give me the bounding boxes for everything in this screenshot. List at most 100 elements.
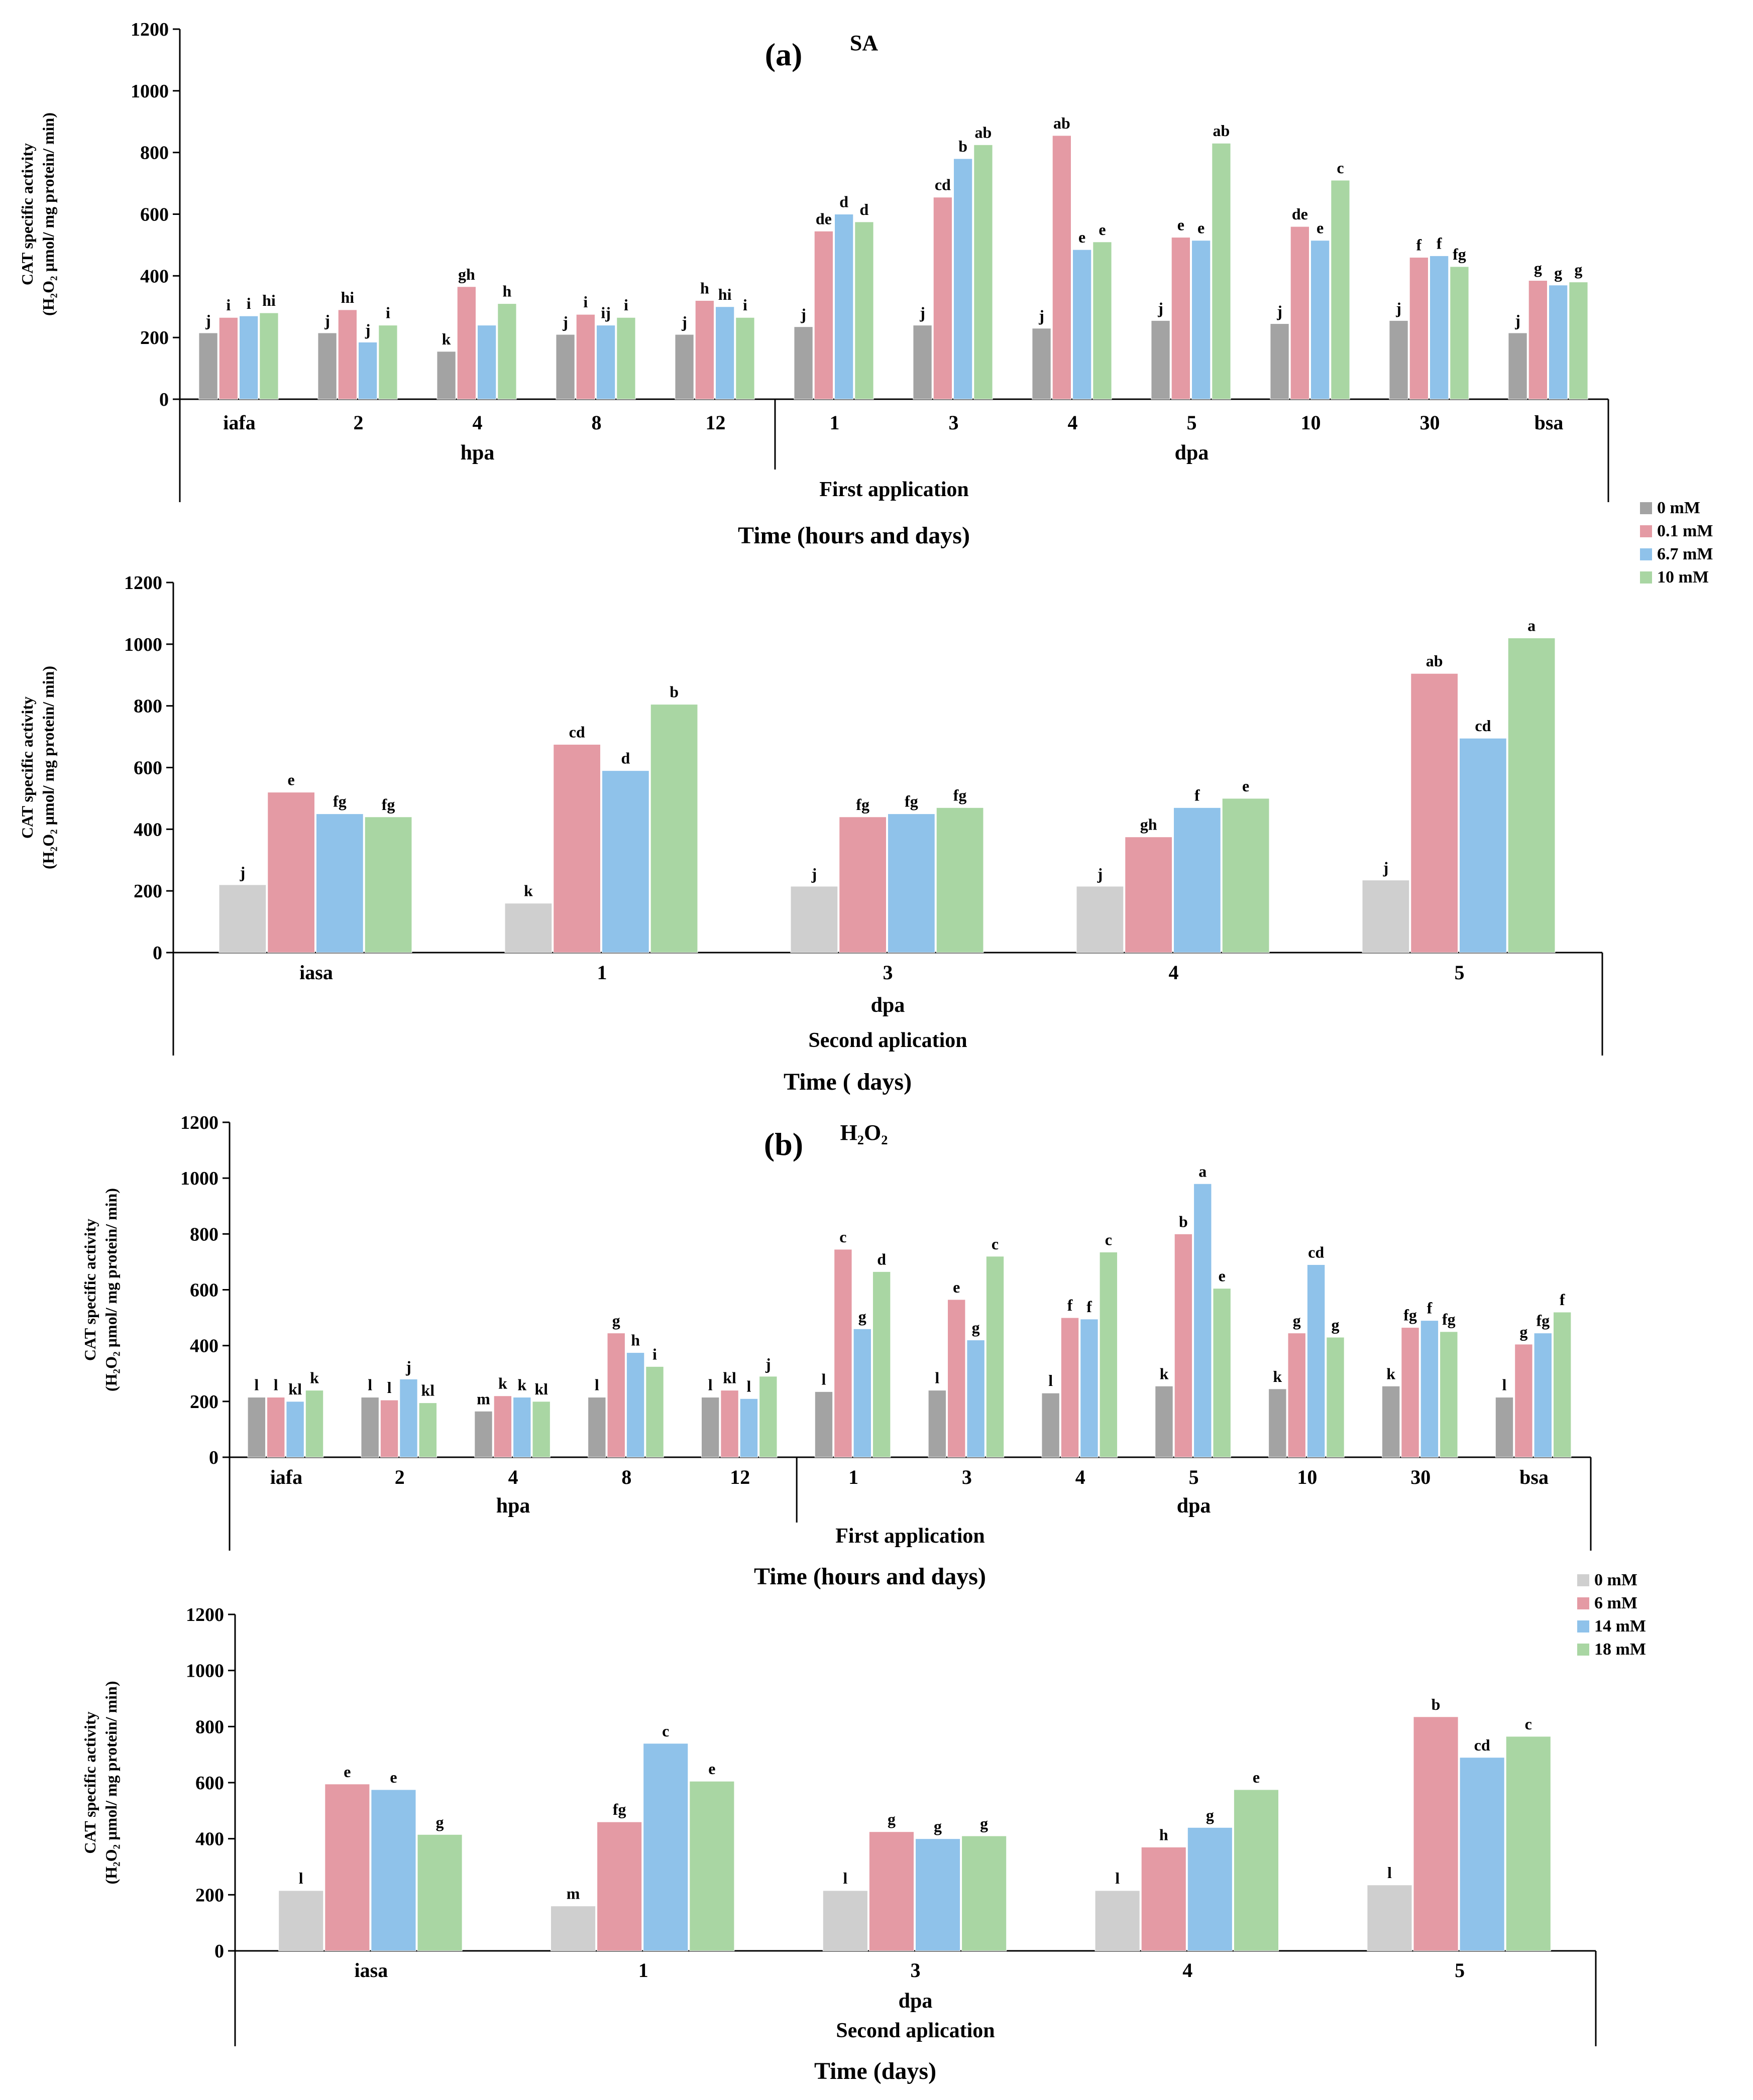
significance-letter: e [390,1768,397,1786]
significance-letter: a [1527,617,1536,635]
bar-b1-s3-c5 [872,1271,891,1458]
bar-b1-s3-c3 [645,1366,664,1458]
significance-letter: g [1206,1806,1214,1824]
bar-a1-s2-c9 [1310,240,1330,400]
x-axis-title: Time (hours and days) [754,1563,986,1590]
bar-b1-s1-c1 [380,1399,399,1458]
significance-letter: c [1525,1715,1532,1733]
significance-letter: h [631,1331,640,1349]
bar-a1-s0-c10 [1389,320,1408,400]
bar-b1-s1-c7 [1060,1317,1079,1458]
x-category-label: 8 [621,1466,631,1488]
significance-letter: j [205,311,211,329]
y-axis-label-line2: (H₂O₂ µmol/ mg protein/ min) [39,112,57,316]
significance-letter: fg [333,792,347,810]
y-tick-label: 600 [195,1773,224,1794]
bar-a1-s2-c8 [1191,240,1211,400]
y-axis-label-line2: (H₂O₂ µmol/ mg protein/ min) [102,1681,120,1884]
x-category-label: 1 [848,1466,858,1488]
bar-b1-s2-c2 [513,1396,531,1458]
significance-letter: c [839,1228,846,1246]
significance-letter: b [1432,1695,1441,1713]
significance-letter: j [324,311,330,329]
bar-a1-s2-c6 [953,158,973,400]
bar-b2-s0-c0 [278,1890,324,1951]
x-category-label: 30 [1410,1466,1431,1488]
bar-a1-s1-c0 [218,317,238,400]
bar-a2-s0-c3 [1076,886,1124,953]
y-tick-label: 800 [195,1716,224,1737]
bar-a2-s1-c1 [553,744,601,953]
significance-letter: e [1253,1768,1260,1786]
significance-letter: ab [1426,652,1443,670]
legend-item-label: 6 mM [1594,1594,1637,1612]
significance-letter: d [621,749,630,767]
panel-title: SA [850,31,878,55]
significance-letter: g [934,1817,942,1835]
bar-b1-s0-c5 [814,1391,833,1458]
x-category-label: 10 [1297,1466,1317,1488]
bar-a2-s1-c2 [839,816,887,953]
significance-letter: k [1273,1367,1282,1385]
significance-letter: m [477,1389,490,1408]
significance-letter: j [811,865,817,883]
significance-letter: l [299,1869,303,1887]
significance-letter: fg [382,795,395,813]
bar-b2-s2-c2 [915,1838,961,1951]
bar-b1-s1-c8 [1174,1233,1193,1458]
significance-letter: j [1038,307,1044,325]
significance-letter: j [240,863,246,881]
significance-letter: e [1219,1267,1226,1285]
y-tick-label: 200 [195,1885,224,1906]
bar-b1-s1-c2 [493,1395,512,1458]
x-category-label: iafa [270,1466,302,1488]
significance-letter: d [839,193,848,211]
significance-letter: g [980,1814,988,1832]
bar-a1-s0-c5 [794,326,813,400]
y-axis-label: CAT specific activity (H₂O₂ µmol/ mg prot… [18,666,57,869]
section-label: Second aplication [836,2019,995,2042]
significance-letter: cd [1475,717,1491,735]
bar-b1-s3-c9 [1326,1337,1345,1458]
bar-b1-s0-c10 [1381,1385,1400,1458]
x-category-label: 30 [1420,411,1440,434]
bar-b1-s1-c6 [947,1299,966,1458]
significance-letter: e [1242,777,1249,795]
y-tick-label: 800 [190,1224,218,1245]
significance-letter: j [919,304,925,322]
bar-b1-s2-c1 [399,1378,418,1458]
y-tick-label: 1200 [131,19,169,40]
significance-letter: j [681,313,687,331]
y-tick-label: 1200 [186,1604,224,1625]
significance-letter: de [1292,205,1308,223]
significance-letter: e [1317,219,1324,237]
significance-letter: fg [1403,1306,1417,1324]
x-axis-title: Time (days) [814,2058,936,2084]
bar-b1-s3-c2 [532,1401,551,1458]
x-category-label: 8 [592,411,602,434]
bar-a1-s1-c8 [1171,237,1190,400]
bar-b1-s3-c10 [1440,1331,1458,1458]
significance-letter: c [1337,159,1344,177]
y-tick-label: 600 [134,758,162,779]
x-group-label: hpa [461,441,495,464]
panel-title: H₂O₂ [840,1120,888,1145]
bar-a1-s1-c4 [695,300,714,400]
bar-a1-s0-c8 [1151,320,1170,400]
significance-letter: h [700,279,709,297]
bar-b2-s2-c4 [1459,1757,1505,1951]
significance-letter: e [288,771,295,789]
bar-b2-s1-c3 [1141,1846,1186,1951]
significance-letter: ij [601,304,611,322]
bar-b2-s1-c1 [597,1821,642,1951]
significance-letter: l [368,1375,372,1393]
x-category-label: 3 [911,1959,921,1981]
legend-b: 0 mM 6 mM 14 mM 18 mM [1577,1571,1646,1659]
legend-item-label: 0 mM [1657,499,1700,517]
bar-b2-s3-c4 [1505,1736,1551,1951]
significance-letter: l [843,1869,847,1887]
bar-a2-s3-c0 [364,816,412,953]
bar-b1-s2-c5 [853,1328,871,1458]
significance-letter: g [1554,264,1562,282]
